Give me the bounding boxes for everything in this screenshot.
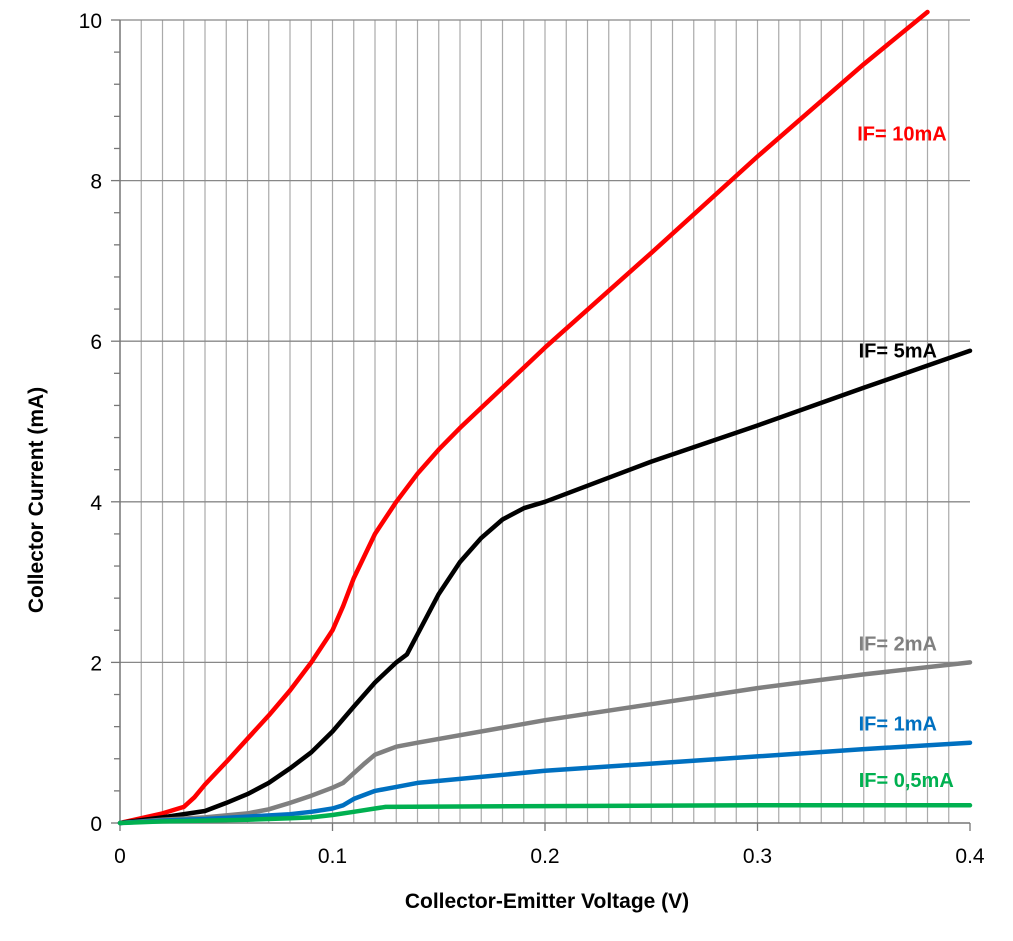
series-label: IF= 5mA [859, 340, 937, 362]
y-tick-label: 2 [90, 652, 102, 675]
x-tick-label: 0.1 [318, 845, 347, 868]
y-tick-label: 8 [90, 171, 102, 194]
series-label: IF= 1mA [859, 714, 937, 736]
series-line [117, 740, 973, 826]
series-label: IF= 2mA [859, 633, 937, 655]
x-tick-label: 0.4 [955, 845, 985, 868]
y-tick-label: 6 [90, 331, 102, 354]
x-axis-title: Collector-Emitter Voltage (V) [405, 890, 689, 913]
grid [120, 19, 970, 823]
y-tick-label: 0 [90, 813, 102, 836]
series-line [117, 348, 973, 826]
y-axis-title: Collector Current (mA) [25, 387, 48, 613]
axes [111, 19, 971, 831]
tick-labels: 0 0.1 0.2 0.3 0.4 0 2 4 6 8 10 [79, 10, 985, 868]
series-line [117, 9, 930, 826]
x-tick-label: 0 [114, 845, 126, 868]
y-tick-label: 4 [90, 492, 102, 515]
series-labels: IF= 10mA IF= 5mA IF= 2mA IF= 1mA IF= 0,5mA [857, 123, 954, 791]
series-line [117, 803, 973, 826]
y-tick-label: 10 [79, 10, 102, 33]
x-tick-label: 0.2 [530, 845, 559, 868]
series-label: IF= 10mA [857, 123, 946, 145]
series-line [117, 660, 973, 826]
x-tick-label: 0.3 [743, 845, 772, 868]
series-label: IF= 0,5mA [859, 770, 954, 792]
series-lines [117, 9, 973, 826]
